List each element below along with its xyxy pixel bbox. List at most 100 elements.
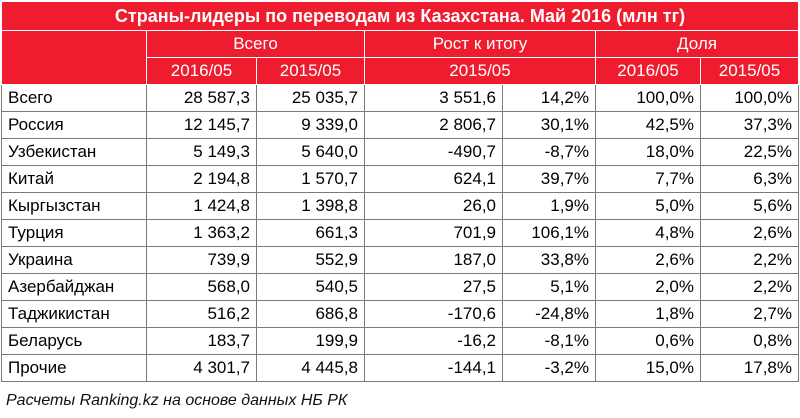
- share-2015-cell: 37,3%: [700, 111, 799, 139]
- growth-pct-cell: 1,9%: [502, 192, 596, 220]
- share-2015-cell: 5,6%: [700, 192, 799, 220]
- share-2015-cell: 0,8%: [700, 327, 799, 355]
- total-2016-cell: 2 194,8: [146, 165, 257, 193]
- total-2015-cell: 686,8: [256, 300, 365, 328]
- share-2015-cell: 100,0%: [700, 84, 799, 112]
- share-2016-cell: 1,8%: [595, 300, 701, 328]
- growth-abs-cell: -144,1: [364, 354, 503, 382]
- total-2015-cell: 9 339,0: [256, 111, 365, 139]
- period-header-row: 2016/05 2015/05 2015/05 2016/05 2015/05: [2, 57, 799, 85]
- total-2016-cell: 12 145,7: [146, 111, 257, 139]
- remittance-table: Страны-лидеры по переводам из Казахстана…: [1, 1, 799, 382]
- growth-pct-cell: 39,7%: [502, 165, 596, 193]
- growth-pct-cell: -8,7%: [502, 138, 596, 166]
- table-body: Всего 28 587,3 25 035,7 3 551,6 14,2% 100,0% 1…: [1, 84, 799, 382]
- share-2016-cell: 100,0%: [595, 84, 701, 112]
- growth-pct-cell: 5,1%: [502, 273, 596, 301]
- country-cell: Россия: [1, 111, 147, 139]
- share-2016-cell: 5,0%: [595, 192, 701, 220]
- share-2016-cell: 4,8%: [595, 219, 701, 247]
- total-2015-cell: 5 640,0: [256, 138, 365, 166]
- share-2015-cell: 2,2%: [700, 246, 799, 274]
- total-2016-cell: 739,9: [146, 246, 257, 274]
- share-2015-cell: 2,7%: [700, 300, 799, 328]
- growth-pct-cell: -3,2%: [502, 354, 596, 382]
- total-2015-cell: 4 445,8: [256, 354, 365, 382]
- header-total: Всего: [146, 30, 365, 58]
- share-2016-cell: 42,5%: [595, 111, 701, 139]
- group-header-row: Всего Рост к итогу Доля: [1, 30, 799, 85]
- share-2015-cell: 22,5%: [700, 138, 799, 166]
- table-row: Прочие 4 301,7 4 445,8 -144,1 -3,2% 15,0% 17,8…: [1, 354, 799, 382]
- total-2016-cell: 28 587,3: [146, 84, 257, 112]
- table-row: Узбекистан 5 149,3 5 640,0 -490,7 -8,7% 18,0%…: [1, 138, 799, 166]
- country-cell: Азербайджан: [1, 273, 147, 301]
- table-row: Россия 12 145,7 9 339,0 2 806,7 30,1% 42,5% 37…: [1, 111, 799, 139]
- growth-abs-cell: 624,1: [364, 165, 503, 193]
- total-2016-cell: 1 424,8: [146, 192, 257, 220]
- share-2015-cell: 2,6%: [700, 219, 799, 247]
- table-row: Беларусь 183,7 199,9 -16,2 -8,1% 0,6% 0,8%: [1, 327, 799, 355]
- country-cell: Всего: [1, 84, 147, 112]
- growth-abs-cell: 27,5: [364, 273, 503, 301]
- total-2015-cell: 1 570,7: [256, 165, 365, 193]
- country-cell: Беларусь: [1, 327, 147, 355]
- header-growth-2015: 2015/05: [364, 57, 596, 85]
- table-row: Украина 739,9 552,9 187,0 33,8% 2,6% 2,2%: [1, 246, 799, 274]
- total-2016-cell: 516,2: [146, 300, 257, 328]
- country-cell: Прочие: [1, 354, 147, 382]
- country-cell: Украина: [1, 246, 147, 274]
- table-row: Таджикистан 516,2 686,8 -170,6 -24,8% 1,8% 2,7…: [1, 300, 799, 328]
- total-2015-cell: 25 035,7: [256, 84, 365, 112]
- table-row: Азербайджан 568,0 540,5 27,5 5,1% 2,0% 2,2%: [1, 273, 799, 301]
- share-2015-cell: 17,8%: [700, 354, 799, 382]
- total-2015-cell: 552,9: [256, 246, 365, 274]
- title-row: Страны-лидеры по переводам из Казахстана…: [1, 1, 799, 31]
- header-total-2015: 2015/05: [256, 57, 365, 85]
- table-title: Страны-лидеры по переводам из Казахстана…: [1, 1, 799, 31]
- growth-pct-cell: 33,8%: [502, 246, 596, 274]
- country-cell: Узбекистан: [1, 138, 147, 166]
- footnote: Расчеты Ranking.kz на основе данных НБ Р…: [6, 392, 348, 409]
- header-share: Доля: [595, 30, 799, 58]
- share-2016-cell: 0,6%: [595, 327, 701, 355]
- growth-pct-cell: 30,1%: [502, 111, 596, 139]
- growth-abs-cell: 2 806,7: [364, 111, 503, 139]
- country-cell: Турция: [1, 219, 147, 247]
- growth-abs-cell: -16,2: [364, 327, 503, 355]
- share-2016-cell: 2,0%: [595, 273, 701, 301]
- total-2015-cell: 661,3: [256, 219, 365, 247]
- share-2016-cell: 15,0%: [595, 354, 701, 382]
- growth-pct-cell: -8,1%: [502, 327, 596, 355]
- table-row: Китай 2 194,8 1 570,7 624,1 39,7% 7,7% 6,3%: [1, 165, 799, 193]
- country-cell: Китай: [1, 165, 147, 193]
- header-blank: [1, 30, 147, 85]
- total-2016-cell: 568,0: [146, 273, 257, 301]
- share-2015-cell: 6,3%: [700, 165, 799, 193]
- table-row: Всего 28 587,3 25 035,7 3 551,6 14,2% 100,0% 1…: [1, 84, 799, 112]
- growth-abs-cell: 187,0: [364, 246, 503, 274]
- growth-abs-cell: 3 551,6: [364, 84, 503, 112]
- total-2016-cell: 183,7: [146, 327, 257, 355]
- total-2016-cell: 5 149,3: [146, 138, 257, 166]
- share-2015-cell: 2,2%: [700, 273, 799, 301]
- growth-abs-cell: -170,6: [364, 300, 503, 328]
- country-cell: Таджикистан: [1, 300, 147, 328]
- total-2016-cell: 4 301,7: [146, 354, 257, 382]
- growth-abs-cell: -490,7: [364, 138, 503, 166]
- growth-abs-cell: 701,9: [364, 219, 503, 247]
- total-2015-cell: 540,5: [256, 273, 365, 301]
- header-growth: Рост к итогу: [364, 30, 596, 58]
- growth-pct-cell: -24,8%: [502, 300, 596, 328]
- growth-pct-cell: 14,2%: [502, 84, 596, 112]
- share-2016-cell: 18,0%: [595, 138, 701, 166]
- growth-pct-cell: 106,1%: [502, 219, 596, 247]
- header-share-2015: 2015/05: [700, 57, 799, 85]
- table-row: Кыргызстан 1 424,8 1 398,8 26,0 1,9% 5,0% 5,6%: [1, 192, 799, 220]
- total-2015-cell: 1 398,8: [256, 192, 365, 220]
- share-2016-cell: 2,6%: [595, 246, 701, 274]
- table-row: Турция 1 363,2 661,3 701,9 106,1% 4,8% 2,6%: [1, 219, 799, 247]
- header-total-2016: 2016/05: [146, 57, 257, 85]
- header-share-2016: 2016/05: [595, 57, 701, 85]
